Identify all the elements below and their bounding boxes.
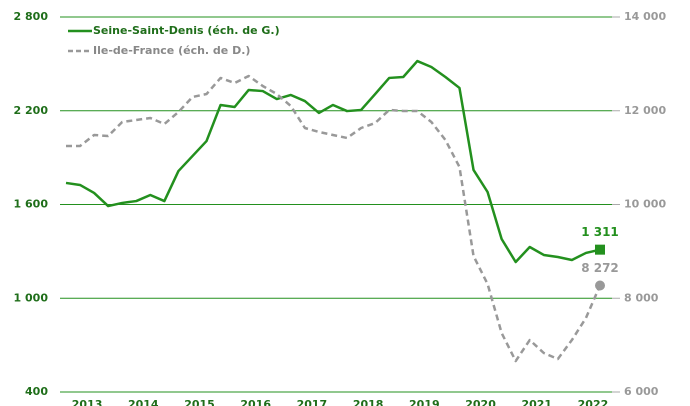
x-tick-label: 2020 [465,398,496,406]
legend-label: Ile-de-France (éch. de D.) [93,44,250,57]
y-tick-label: 1 000 [14,291,49,304]
x-tick-label: 2021 [521,398,552,406]
y2-tick-label: 10 000 [624,198,666,211]
series-line [66,74,602,363]
y-tick-label: 2 800 [14,10,49,23]
x-tick-label: 2022 [578,398,609,406]
x-tick-label: 2017 [297,398,328,406]
x-tick-label: 2016 [240,398,271,406]
legend-label: Seine-Saint-Denis (éch. de G.) [93,24,280,37]
end-marker [595,244,605,255]
value-label: 1 311 [581,225,619,239]
x-tick-label: 2013 [72,398,103,406]
y-tick-label: 400 [25,385,48,398]
x-tick-label: 2015 [184,398,215,406]
series-line [65,59,601,264]
y2-tick-label: 6 000 [624,385,659,398]
y2-tick-label: 8 000 [624,291,659,304]
x-tick-label: 2014 [128,398,159,406]
x-tick-label: 2019 [409,398,440,406]
value-label: 8 272 [581,261,619,275]
y2-tick-label: 14 000 [624,10,666,23]
y-tick-label: 1 600 [14,198,49,211]
y-tick-label: 2 200 [14,104,49,117]
end-marker [595,280,605,291]
x-tick-label: 2018 [353,398,384,406]
y2-tick-label: 12 000 [624,104,666,117]
